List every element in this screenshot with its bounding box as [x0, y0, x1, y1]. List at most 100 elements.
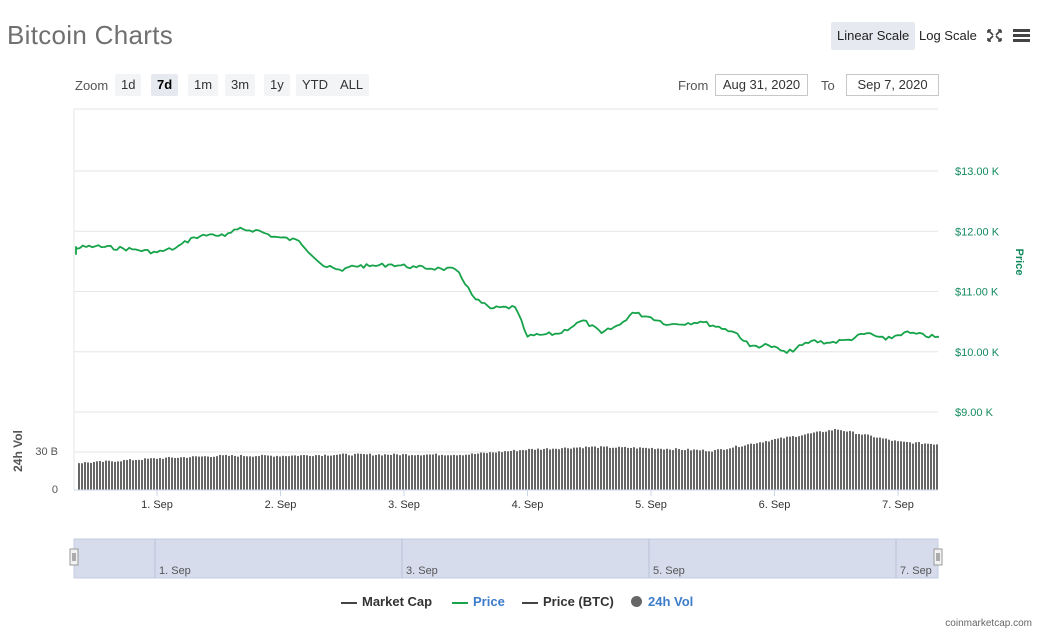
volume-bar: [873, 437, 875, 490]
navigator-left-handle[interactable]: [69, 548, 79, 566]
linear-scale-button[interactable]: Linear Scale: [831, 22, 916, 50]
volume-bar: [804, 434, 806, 490]
x-tick-label: 2. Sep: [265, 499, 297, 511]
navigator-right-handle[interactable]: [933, 548, 943, 566]
volume-bar: [858, 434, 860, 490]
to-date-input[interactable]: [846, 74, 939, 96]
volume-bar: [156, 458, 158, 490]
zoom-1m-button[interactable]: 1m: [188, 74, 219, 96]
volume-bar: [195, 456, 197, 490]
zoom-label: Zoom: [75, 78, 109, 93]
price-tick-label: $13.00 K: [955, 166, 1000, 178]
volume-bar: [660, 448, 662, 490]
volume-bar: [855, 434, 857, 490]
volume-bar: [360, 453, 362, 490]
volume-bar: [102, 461, 104, 490]
volume-bar: [441, 454, 443, 490]
volume-bar: [444, 455, 446, 490]
legend-swatch-price-btc: [522, 601, 538, 604]
volume-bar: [462, 455, 464, 490]
volume-bar: [849, 430, 851, 490]
volume-bar: [417, 454, 419, 490]
volume-bar: [882, 438, 884, 490]
volume-bar: [810, 433, 812, 490]
x-tick-label: 5. Sep: [635, 499, 667, 511]
volume-bar: [147, 458, 149, 490]
volume-bar: [915, 442, 917, 490]
volume-bar: [135, 459, 137, 490]
volume-bar: [288, 456, 290, 490]
volume-bar: [639, 447, 641, 490]
legend-label-price: Price: [473, 594, 505, 609]
volume-bar: [666, 448, 668, 490]
legend-24h-vol[interactable]: 24h Vol: [631, 594, 693, 609]
legend-swatch-market-cap: [341, 601, 357, 604]
legend-price-btc[interactable]: Price (BTC): [522, 594, 614, 609]
zoom-ytd-button[interactable]: YTD: [296, 74, 334, 96]
volume-bar: [561, 448, 563, 490]
volume-bar: [381, 455, 383, 490]
volume-bar: [201, 456, 203, 490]
volume-bar: [690, 450, 692, 490]
volume-bar: [432, 454, 434, 490]
legend-swatch-price: [452, 601, 468, 604]
volume-bar: [255, 456, 257, 490]
volume-bar: [696, 449, 698, 490]
volume-bar: [819, 431, 821, 490]
zoom-3m-button[interactable]: 3m: [225, 74, 256, 96]
volume-bar: [486, 453, 488, 490]
credit-link[interactable]: coinmarketcap.com: [945, 618, 1032, 629]
volume-bar: [522, 450, 524, 490]
volume-bar: [741, 446, 743, 490]
fullscreen-icon[interactable]: [985, 24, 1005, 46]
volume-bar: [612, 447, 614, 490]
volume-bar: [861, 434, 863, 490]
legend-market-cap[interactable]: Market Cap: [341, 594, 432, 609]
volume-bar: [822, 432, 824, 490]
volume-bar: [750, 443, 752, 490]
volume-bar: [675, 448, 677, 490]
x-tick-label: 4. Sep: [512, 499, 544, 511]
volume-bar: [309, 456, 311, 490]
volume-bar: [291, 455, 293, 490]
volume-bar: [435, 453, 437, 490]
volume-bar: [483, 452, 485, 490]
from-date-input[interactable]: [715, 74, 808, 96]
volume-bar: [651, 447, 653, 490]
legend-label-market-cap: Market Cap: [362, 594, 433, 609]
volume-bar: [90, 462, 92, 490]
volume-bar: [129, 459, 131, 490]
volume-bar: [894, 440, 896, 490]
volume-bar: [585, 446, 587, 490]
volume-bar: [180, 457, 182, 490]
volume-bar: [927, 443, 929, 490]
volume-bar: [210, 456, 212, 490]
volume-bar: [891, 440, 893, 490]
volume-bar: [312, 456, 314, 490]
volume-bar: [687, 448, 689, 490]
volume-bar: [252, 456, 254, 490]
zoom-7d-button[interactable]: 7d: [151, 74, 179, 96]
volume-bar: [456, 455, 458, 490]
zoom-1d-button[interactable]: 1d: [115, 74, 142, 96]
zoom-1y-button[interactable]: 1y: [264, 74, 290, 96]
volume-bar: [669, 449, 671, 490]
volume-bar: [237, 456, 239, 490]
menu-icon[interactable]: [1012, 24, 1032, 46]
volume-bar: [702, 449, 704, 490]
volume-bar: [726, 449, 728, 490]
volume-bar: [321, 455, 323, 490]
legend-price[interactable]: Price: [452, 594, 505, 609]
log-scale-button[interactable]: Log Scale: [919, 28, 977, 43]
volume-bar: [711, 451, 713, 490]
to-label: To: [821, 78, 835, 93]
zoom-all-button[interactable]: ALL: [334, 74, 370, 96]
volume-bar: [231, 455, 233, 490]
price-tick-label: $12.00 K: [955, 226, 1000, 238]
legend-label-price-btc: Price (BTC): [543, 594, 614, 609]
volume-bar: [774, 439, 776, 490]
volume-bar: [528, 448, 530, 490]
volume-bar: [429, 454, 431, 490]
volume-bar: [234, 455, 236, 490]
